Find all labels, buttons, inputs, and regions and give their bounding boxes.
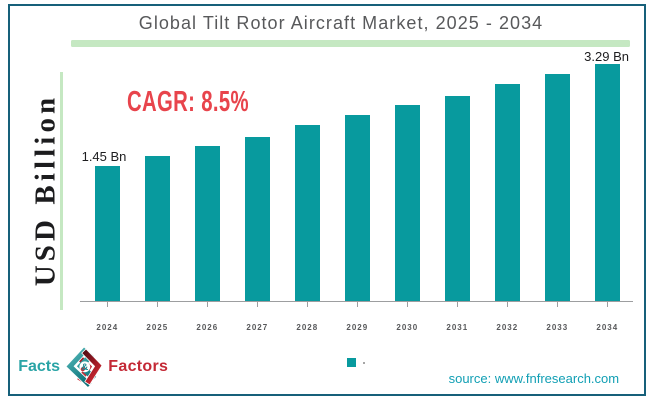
svg-text:&: &	[81, 362, 88, 373]
